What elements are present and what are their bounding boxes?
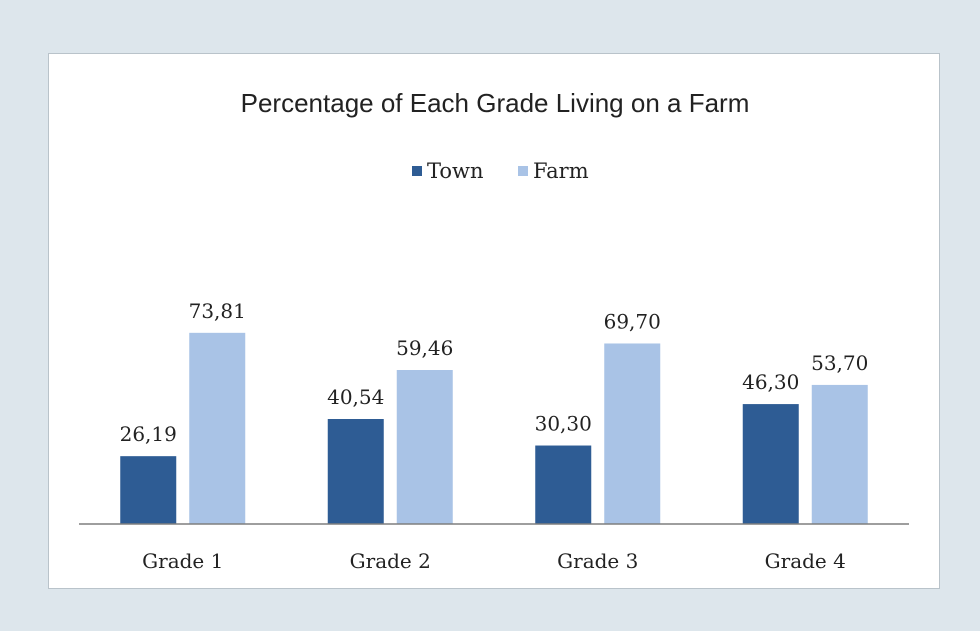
value-label-farm-4: 53,70 xyxy=(811,351,868,375)
bar-chart: Percentage of Each Grade Living on a Far… xyxy=(79,88,909,573)
category-labels-layer: Grade 1 Grade 2 Grade 3 Grade 4 xyxy=(142,549,846,573)
category-label-1: Grade 1 xyxy=(142,549,223,573)
category-label-2: Grade 2 xyxy=(350,549,431,573)
bar-farm-1 xyxy=(189,332,246,524)
category-label-3: Grade 3 xyxy=(557,549,638,573)
bar-farm-3 xyxy=(604,343,661,524)
value-label-farm-1: 73,81 xyxy=(189,299,246,323)
chart-title: Percentage of Each Grade Living on a Far… xyxy=(241,88,750,118)
bar-town-1 xyxy=(120,456,177,524)
bar-town-2 xyxy=(327,419,384,524)
legend-swatch-farm xyxy=(518,166,528,176)
value-label-farm-2: 59,46 xyxy=(396,336,453,360)
legend-label-town: Town xyxy=(427,159,484,183)
value-label-town-3: 30,30 xyxy=(535,412,592,436)
legend-swatch-town xyxy=(412,166,422,176)
bar-town-3 xyxy=(535,445,592,524)
value-label-town-4: 46,30 xyxy=(742,370,799,394)
value-label-farm-3: 69,70 xyxy=(604,309,661,333)
value-labels-layer: 26,19 73,81 40,54 59,46 30,30 69,70 46,30 53,70 xyxy=(120,299,869,446)
legend: Town Farm xyxy=(412,159,589,183)
chart-frame: Percentage of Each Grade Living on a Far… xyxy=(48,53,940,589)
bar-farm-2 xyxy=(396,369,453,524)
value-label-town-1: 26,19 xyxy=(120,422,177,446)
legend-label-farm: Farm xyxy=(533,159,589,183)
bar-town-4 xyxy=(742,404,799,524)
bar-farm-4 xyxy=(811,384,868,524)
category-label-4: Grade 4 xyxy=(765,549,846,573)
bars-layer xyxy=(120,332,868,524)
value-label-town-2: 40,54 xyxy=(327,385,384,409)
